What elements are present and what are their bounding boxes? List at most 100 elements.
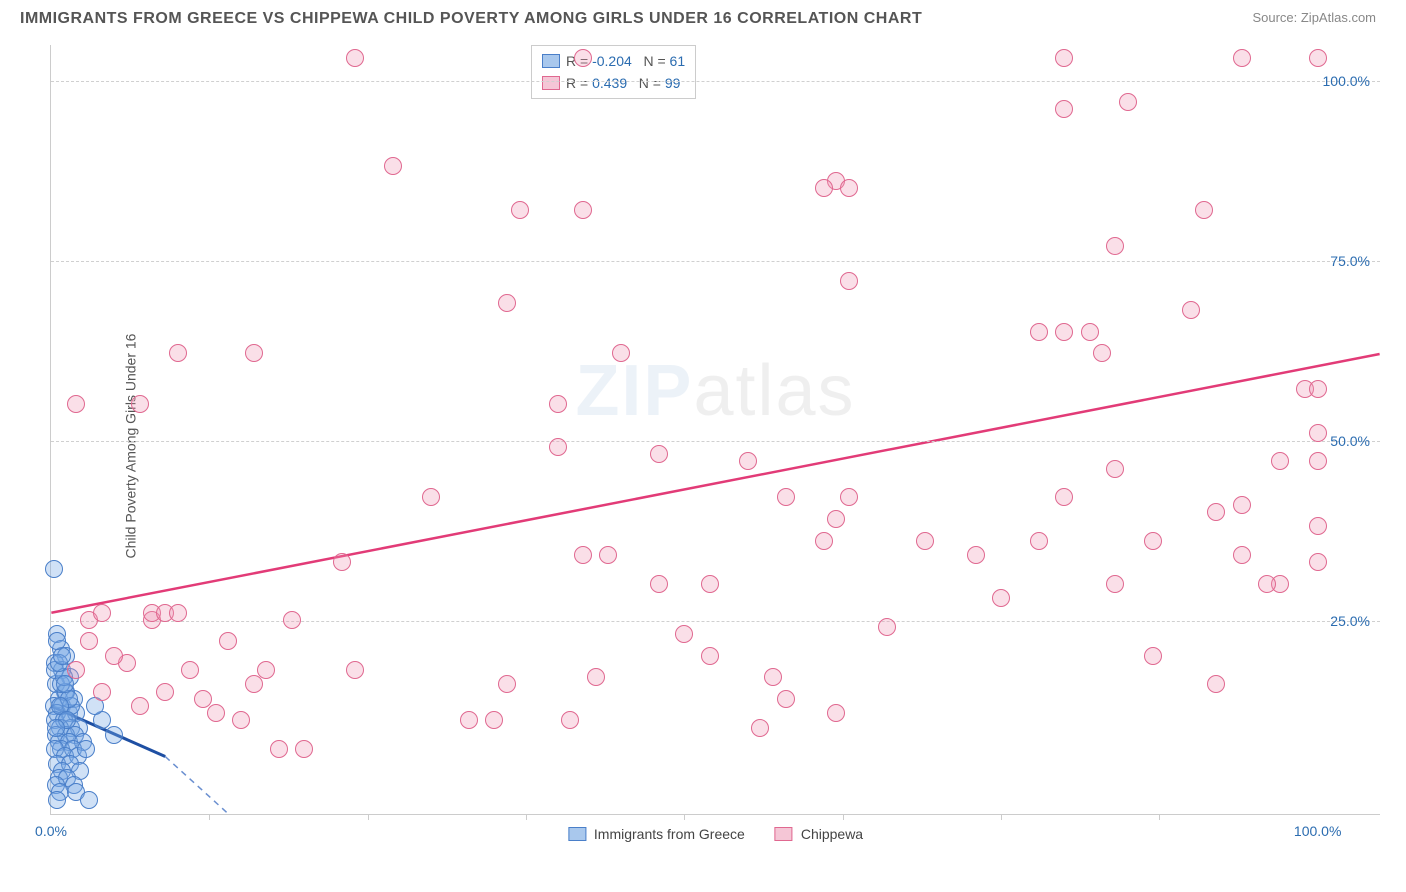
legend-swatch <box>542 54 560 68</box>
scatter-chart: ZIPatlas R = -0.204 N = 61R = 0.439 N = … <box>50 45 1380 815</box>
series-legend-item: Chippewa <box>775 826 863 842</box>
data-point <box>1309 49 1327 67</box>
trend-lines-overlay <box>51 45 1380 814</box>
gridline <box>51 621 1380 622</box>
data-point <box>1309 553 1327 571</box>
data-point <box>650 575 668 593</box>
data-point <box>587 668 605 686</box>
data-point <box>574 546 592 564</box>
data-point <box>232 711 250 729</box>
data-point <box>207 704 225 722</box>
data-point <box>48 791 66 809</box>
y-tick-label: 50.0% <box>1330 433 1370 449</box>
data-point <box>815 532 833 550</box>
data-point <box>48 632 66 650</box>
legend-swatch <box>568 827 586 841</box>
data-point <box>1055 100 1073 118</box>
data-point <box>751 719 769 737</box>
source-label: Source: ZipAtlas.com <box>1252 10 1376 25</box>
data-point <box>1144 532 1162 550</box>
watermark-zip: ZIP <box>575 351 693 431</box>
data-point <box>245 344 263 362</box>
data-point <box>1207 503 1225 521</box>
series-legend-label: Chippewa <box>801 826 863 842</box>
data-point <box>346 661 364 679</box>
data-point <box>599 546 617 564</box>
x-tick-mark <box>368 814 369 820</box>
data-point <box>739 452 757 470</box>
data-point <box>777 488 795 506</box>
data-point <box>827 510 845 528</box>
legend-row: R = -0.204 N = 61 <box>542 50 685 72</box>
series-legend: Immigrants from GreeceChippewa <box>568 826 863 842</box>
data-point <box>916 532 934 550</box>
data-point <box>77 740 95 758</box>
data-point <box>169 604 187 622</box>
data-point <box>194 690 212 708</box>
data-point <box>1271 452 1289 470</box>
data-point <box>1106 575 1124 593</box>
data-point <box>1258 575 1276 593</box>
data-point <box>840 488 858 506</box>
y-tick-label: 75.0% <box>1330 253 1370 269</box>
data-point <box>93 683 111 701</box>
data-point <box>1144 647 1162 665</box>
data-point <box>840 179 858 197</box>
data-point <box>1309 452 1327 470</box>
data-point <box>1182 301 1200 319</box>
data-point <box>105 647 123 665</box>
watermark: ZIPatlas <box>575 350 855 432</box>
data-point <box>549 438 567 456</box>
data-point <box>283 611 301 629</box>
data-point <box>967 546 985 564</box>
x-tick-mark <box>1159 814 1160 820</box>
y-tick-label: 25.0% <box>1330 613 1370 629</box>
data-point <box>574 201 592 219</box>
data-point <box>1309 380 1327 398</box>
data-point <box>511 201 529 219</box>
legend-swatch <box>542 76 560 90</box>
data-point <box>498 675 516 693</box>
data-point <box>67 395 85 413</box>
x-tick-mark <box>1001 814 1002 820</box>
data-point <box>1055 49 1073 67</box>
data-point <box>827 704 845 722</box>
data-point <box>1030 323 1048 341</box>
correlation-legend: R = -0.204 N = 61R = 0.439 N = 99 <box>531 45 696 99</box>
data-point <box>1233 49 1251 67</box>
gridline <box>51 81 1380 82</box>
data-point <box>777 690 795 708</box>
data-point <box>1233 546 1251 564</box>
data-point <box>1081 323 1099 341</box>
data-point <box>384 157 402 175</box>
y-tick-label: 100.0% <box>1323 73 1370 89</box>
data-point <box>1309 517 1327 535</box>
x-tick-label: 100.0% <box>1294 823 1341 839</box>
data-point <box>80 632 98 650</box>
data-point <box>764 668 782 686</box>
data-point <box>181 661 199 679</box>
x-tick-mark <box>526 814 527 820</box>
data-point <box>80 791 98 809</box>
data-point <box>131 697 149 715</box>
data-point <box>422 488 440 506</box>
data-point <box>1233 496 1251 514</box>
data-point <box>156 683 174 701</box>
x-tick-mark <box>209 814 210 820</box>
chart-title: IMMIGRANTS FROM GREECE VS CHIPPEWA CHILD… <box>20 10 922 28</box>
data-point <box>612 344 630 362</box>
data-point <box>295 740 313 758</box>
data-point <box>105 726 123 744</box>
data-point <box>56 675 74 693</box>
data-point <box>1119 93 1137 111</box>
watermark-atlas: atlas <box>693 351 855 431</box>
data-point <box>1309 424 1327 442</box>
data-point <box>561 711 579 729</box>
data-point <box>270 740 288 758</box>
data-point <box>1055 488 1073 506</box>
data-point <box>701 647 719 665</box>
data-point <box>574 49 592 67</box>
data-point <box>1055 323 1073 341</box>
data-point <box>169 344 187 362</box>
data-point <box>1030 532 1048 550</box>
